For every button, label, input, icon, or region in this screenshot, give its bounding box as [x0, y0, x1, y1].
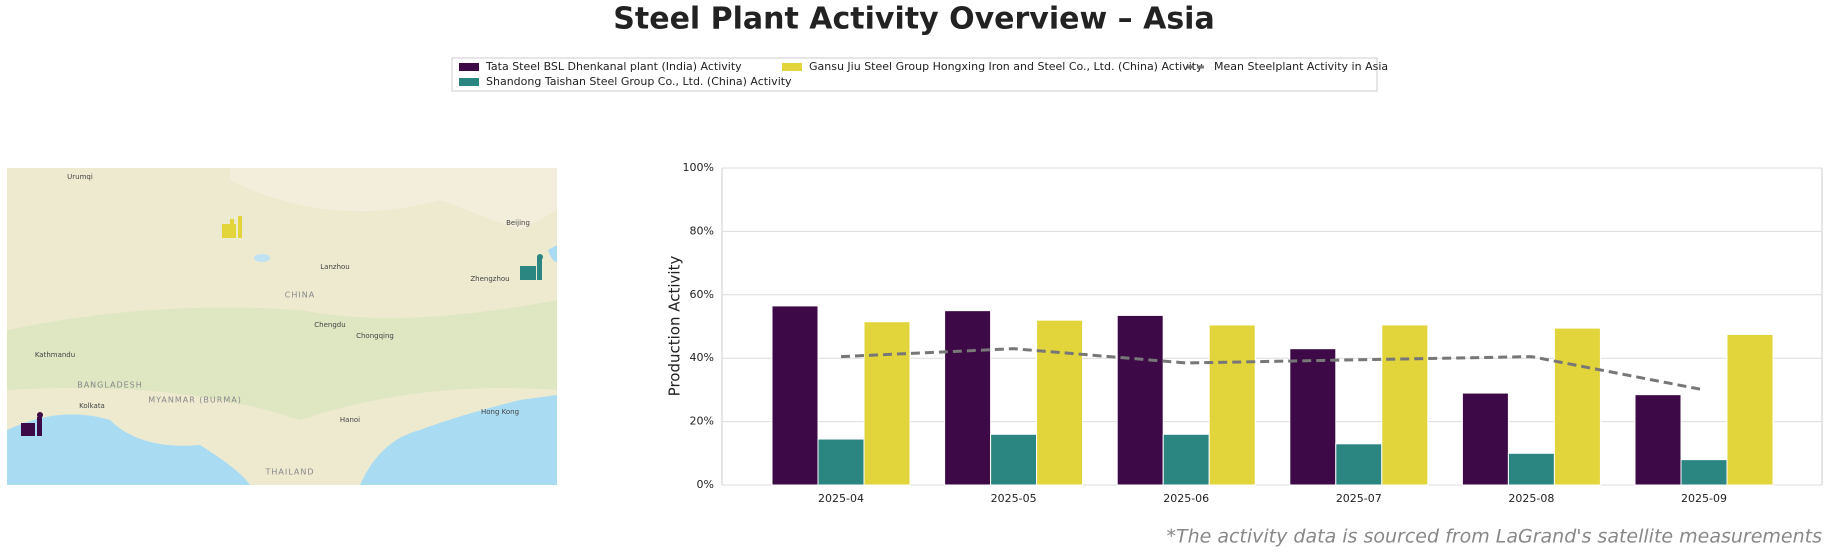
y-tick-label: 40%	[690, 351, 714, 364]
plant-icon	[222, 216, 242, 238]
bar	[1162, 433, 1210, 486]
bar	[1461, 392, 1509, 486]
map-desert	[230, 168, 557, 230]
map-label: Hanoi	[340, 416, 360, 424]
map-label: THAILAND	[265, 468, 315, 477]
bar	[1553, 327, 1601, 486]
map-lake	[254, 254, 270, 262]
legend-label: Tata Steel BSL Dhenkanal plant (India) A…	[485, 60, 742, 73]
bar	[771, 305, 819, 486]
legend-label: Gansu Jiu Steel Group Hongxing Iron and …	[809, 60, 1203, 73]
bar	[944, 310, 992, 486]
y-tick-label: 20%	[690, 415, 714, 428]
map-label: Beijing	[506, 219, 530, 227]
y-tick-label: 0%	[697, 478, 714, 491]
x-tick-label: 2025-08	[1508, 492, 1554, 505]
legend-key	[459, 78, 479, 86]
map-sea	[7, 414, 250, 485]
mean-line	[840, 347, 1705, 392]
bar	[1507, 452, 1555, 486]
map-sea	[360, 395, 557, 485]
map-sea	[548, 245, 557, 262]
bar	[1289, 348, 1337, 486]
bar	[1634, 394, 1682, 486]
map-green	[7, 300, 557, 420]
bar	[1116, 314, 1164, 486]
map-label: Zhengzhou	[470, 275, 509, 283]
map-label: Hong Kong	[481, 408, 519, 416]
y-tick-label: 100%	[683, 161, 714, 174]
bar	[1208, 324, 1256, 486]
x-tick-label: 2025-04	[818, 492, 864, 505]
map-label: Lanzhou	[320, 263, 349, 271]
x-tick-label: 2025-09	[1681, 492, 1727, 505]
chart-title: Steel Plant Activity Overview – Asia	[613, 2, 1214, 37]
map-label: Urumqi	[67, 173, 93, 181]
map-label: Kolkata	[79, 402, 105, 410]
bar	[1381, 324, 1429, 486]
map-label: Chongqing	[356, 332, 394, 340]
bar	[817, 438, 865, 486]
x-tick-label: 2025-06	[1163, 492, 1209, 505]
footnote: *The activity data is sourced from LaGra…	[1166, 526, 1822, 548]
x-tick-label: 2025-05	[991, 492, 1037, 505]
x-tick-label: 2025-07	[1336, 492, 1382, 505]
plant-icon	[520, 254, 543, 280]
bar	[1726, 333, 1774, 486]
bar	[990, 433, 1038, 486]
map-label: MYANMAR (BURMA)	[148, 396, 242, 405]
legend-label: Mean Steelplant Activity in Asia	[1214, 60, 1388, 73]
legend-label: Shandong Taishan Steel Group Co., Ltd. (…	[486, 75, 792, 88]
map: Urumqi Lanzhou CHINA Chengdu Chongqing Zhengz…	[7, 168, 557, 485]
map-label: Kathmandu	[35, 351, 75, 359]
y-tick-label: 80%	[690, 224, 714, 237]
y-axis-label: Production Activity	[666, 256, 684, 397]
bar	[1036, 319, 1084, 486]
y-tick-label: 60%	[690, 288, 714, 301]
map-label: Chengdu	[314, 321, 345, 329]
plant-icon	[21, 412, 43, 436]
map-label: BANGLADESH	[77, 381, 143, 390]
bar	[863, 321, 911, 486]
bar	[1680, 459, 1728, 486]
legend-key	[459, 63, 479, 71]
legend-key	[782, 63, 802, 71]
bar	[1335, 443, 1383, 486]
legend	[451, 57, 1378, 92]
map-label: CHINA	[285, 291, 315, 300]
